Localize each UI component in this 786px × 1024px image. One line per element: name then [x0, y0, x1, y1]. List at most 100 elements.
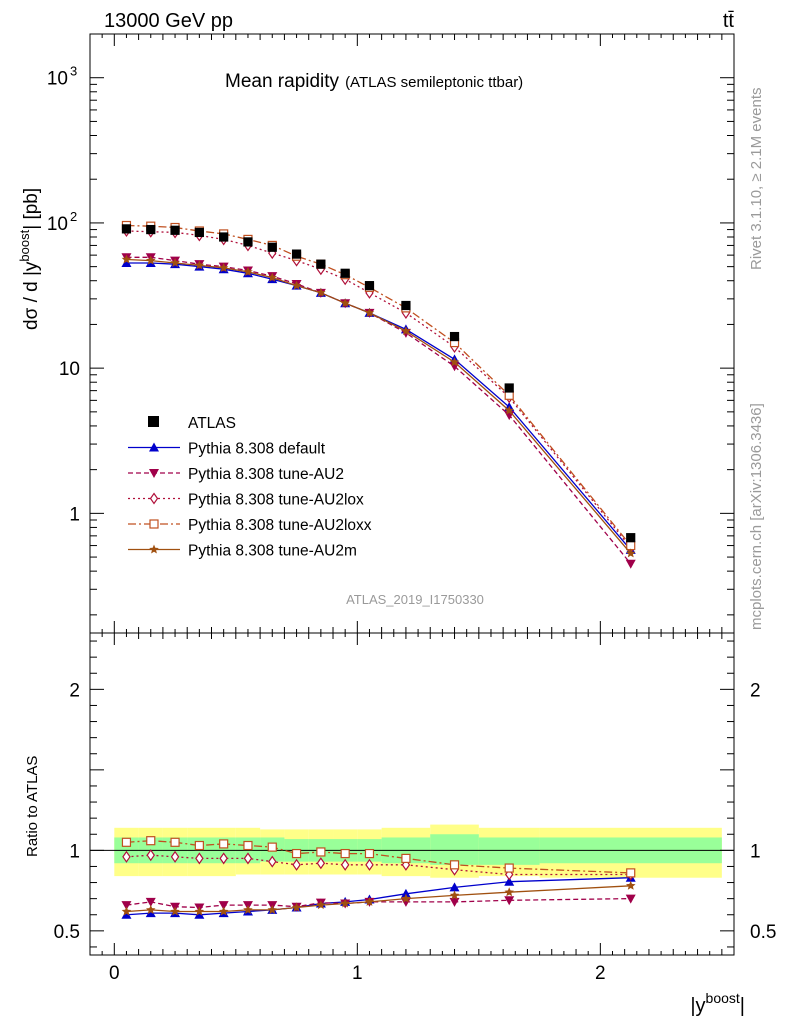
ratio-series-point	[219, 852, 228, 865]
ratio-series-point	[625, 894, 636, 904]
series-point	[626, 540, 636, 551]
data-point	[316, 259, 326, 269]
ratio-frame	[89, 632, 735, 956]
x-tick-label: 2	[595, 963, 606, 984]
series-point	[449, 357, 460, 367]
process-label: tt̄	[723, 10, 735, 32]
ratio-series-point	[146, 849, 155, 862]
ratio-series-point	[268, 855, 277, 868]
ratio-band-inner	[430, 834, 479, 865]
ratio-series-point	[340, 858, 350, 871]
top-y-tick-label: 1	[69, 504, 80, 525]
top-y-axis-title-end: | [pb]	[21, 188, 42, 230]
ratio-series-point	[194, 840, 204, 851]
ratio-series-point	[626, 868, 636, 878]
ratio-series-point	[121, 909, 132, 919]
legend-marker	[149, 469, 159, 478]
legend-marker	[149, 544, 159, 554]
ratio-y-tick-label-right: 1	[750, 841, 761, 862]
data-point	[267, 242, 277, 252]
data-point	[504, 383, 514, 393]
ratio-series-point	[194, 906, 205, 916]
ratio-series-point	[449, 897, 460, 907]
ratio-series-point	[400, 888, 411, 898]
ratio-series-point	[504, 887, 514, 897]
series-point	[364, 307, 375, 317]
ratio-series-point	[121, 837, 132, 847]
legend-label: Pythia 8.308 default	[188, 441, 326, 458]
ratio-series-point	[170, 837, 180, 847]
x-tick-label: 0	[109, 963, 120, 984]
ratio-series-point	[449, 860, 460, 870]
ratio-series-point	[504, 876, 515, 886]
series-point	[504, 405, 514, 415]
ratio-series-point	[340, 848, 350, 859]
legend-label: Pythia 8.308 tune-AU2	[188, 466, 344, 483]
legend-marker	[149, 492, 159, 505]
ratio-series-point	[146, 904, 156, 914]
data-point	[146, 224, 156, 235]
ratio-series-point	[267, 842, 277, 852]
series-point	[401, 326, 411, 336]
series-point	[194, 260, 205, 270]
ratio-series-point	[170, 850, 180, 863]
ratio-series-point	[340, 898, 350, 908]
series-point	[267, 272, 277, 282]
data-point	[291, 249, 302, 259]
ratio-series-point	[267, 904, 277, 914]
x-axis-title-end: |	[740, 995, 745, 1017]
data-point	[121, 224, 132, 234]
ratio-series-point	[449, 890, 460, 900]
ratio-band-inner	[478, 837, 540, 865]
ratio-series-point	[243, 904, 253, 914]
top-y-axis-title: dσ / d |yboost| [pb]	[17, 188, 42, 330]
ratio-series-point	[364, 896, 375, 906]
series-point	[170, 258, 180, 267]
ratio-series-point	[626, 880, 636, 890]
ratio-series-point	[291, 848, 302, 859]
plot-title: Mean rapidity (ATLAS semileptonic ttbar)	[225, 71, 523, 92]
ratio-series-point	[121, 906, 132, 916]
data-point	[194, 227, 204, 238]
ratio-y-tick-label-right: 0.5	[750, 922, 776, 943]
ratio-series-point	[146, 836, 156, 846]
ratio-series-point	[291, 902, 302, 912]
plot-title-sub: (ATLAS semileptonic ttbar)	[345, 74, 523, 91]
ratio-series-point	[145, 897, 156, 907]
ratio-series-point	[243, 852, 253, 865]
series-point	[121, 254, 132, 264]
ratio-y-tick-label: 1	[69, 841, 80, 862]
ratio-series-point	[195, 852, 204, 865]
legend-marker-atlas	[148, 416, 159, 427]
series-point	[146, 255, 156, 265]
ratio-series-point	[401, 853, 411, 864]
ratio-y-axis-title: Ratio to ATLAS	[24, 756, 41, 857]
ratio-series-point	[504, 863, 514, 873]
ratio-panel: 0 1 2 0.5 0.5 1 1 2 2	[54, 632, 776, 984]
ratio-series-point	[218, 906, 229, 916]
ratio-series-point	[316, 847, 326, 857]
series-point	[243, 266, 253, 276]
ratio-series-point	[364, 848, 375, 859]
legend-label: Pythia 8.308 tune-AU2loxx	[188, 517, 372, 534]
top-y-tick-label-exponent: 2	[70, 209, 77, 224]
ratio-series-point	[121, 901, 132, 911]
ratio-series-point	[243, 840, 253, 851]
rivet-version-label: Rivet 3.1.10, ≥ 2.1M events	[748, 88, 765, 271]
mcplots-label: mcplots.cern.ch [arXiv:1306.3436]	[748, 403, 765, 630]
top-y-tick-label: 10	[59, 359, 80, 380]
data-point	[243, 237, 253, 247]
ratio-series-line	[126, 877, 631, 916]
ratio-series-point	[219, 839, 229, 849]
top-y-tick-label-exponent: 3	[70, 64, 77, 79]
series-point	[626, 548, 636, 558]
legend-label: Pythia 8.308 tune-AU2m	[188, 543, 357, 560]
data-point	[401, 300, 411, 311]
data-point	[449, 331, 460, 342]
series-point	[291, 280, 302, 290]
series-line	[126, 230, 632, 549]
legend-marker	[149, 442, 159, 452]
x-tick-label: 1	[352, 963, 363, 984]
data-point	[364, 281, 375, 291]
